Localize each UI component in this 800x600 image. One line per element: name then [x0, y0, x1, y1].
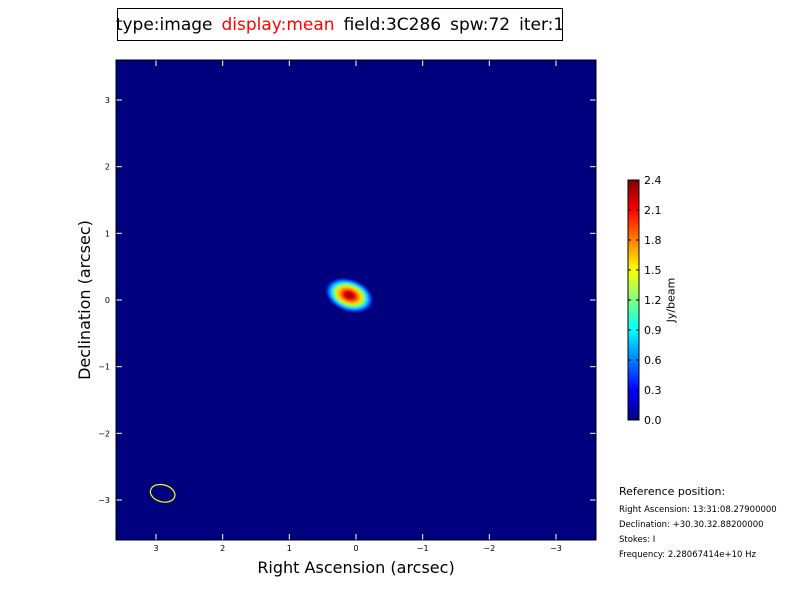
- colorbar-tick-label: 1.5: [644, 264, 662, 277]
- y-tick-label: 1: [105, 229, 110, 238]
- y-axis-label: Declination (arcsec): [75, 220, 94, 380]
- colorbar-label: Jy/beam: [664, 277, 678, 323]
- x-tick-label: 1: [287, 544, 292, 553]
- x-tick-label: 3: [153, 544, 158, 553]
- y-tick-label: 3: [105, 96, 110, 105]
- y-tick-label: 2: [105, 163, 110, 172]
- reference-title: Reference position:: [619, 485, 726, 498]
- reference-stokes: Stokes: I: [619, 535, 656, 545]
- x-tick-label: −3: [550, 544, 562, 553]
- source-emission: [324, 277, 375, 314]
- title-type: type:image: [115, 14, 213, 35]
- title-iter: iter:1: [519, 14, 565, 35]
- colorbar-tick-label: 2.1: [644, 204, 662, 217]
- title-field: field:3C286: [343, 14, 442, 35]
- reference-dec: Declination: +30.30.32.88200000: [619, 520, 764, 530]
- colorbar-tick-label: 0.9: [644, 324, 662, 337]
- y-tick-label: −1: [98, 363, 110, 372]
- x-tick-label: 0: [353, 544, 358, 553]
- colorbar-tick-label: 1.2: [644, 294, 662, 307]
- x-axis-label: Right Ascension (arcsec): [257, 558, 454, 577]
- title-spw: spw:72: [450, 14, 511, 35]
- colorbar-tick-label: 0.0: [644, 414, 662, 427]
- x-tick-label: −2: [483, 544, 495, 553]
- reference-position: Reference position: Right Ascension: 13:…: [619, 485, 777, 563]
- reference-ra: Right Ascension: 13:31:08.27900000: [619, 505, 777, 515]
- beam-ellipse: [149, 483, 176, 503]
- axes-frame: [115, 59, 597, 541]
- colorbar-tick-label: 2.4: [644, 174, 662, 187]
- colorbar-tick-label: 0.3: [644, 384, 662, 397]
- plot-title: type:image display:mean field:3C286 spw:…: [115, 8, 565, 41]
- y-tick-label: −3: [98, 496, 110, 505]
- reference-frequency: Frequency: 2.28067414e+10 Hz: [619, 550, 756, 560]
- x-tick-label: −1: [417, 544, 429, 553]
- title-display: display:mean: [221, 14, 335, 35]
- y-tick-label: 0: [105, 296, 110, 305]
- colorbar-tick-label: 0.6: [644, 354, 662, 367]
- colorbar-tick-label: 1.8: [644, 234, 662, 247]
- x-tick-label: 2: [220, 544, 225, 553]
- y-tick-label: −2: [98, 429, 110, 438]
